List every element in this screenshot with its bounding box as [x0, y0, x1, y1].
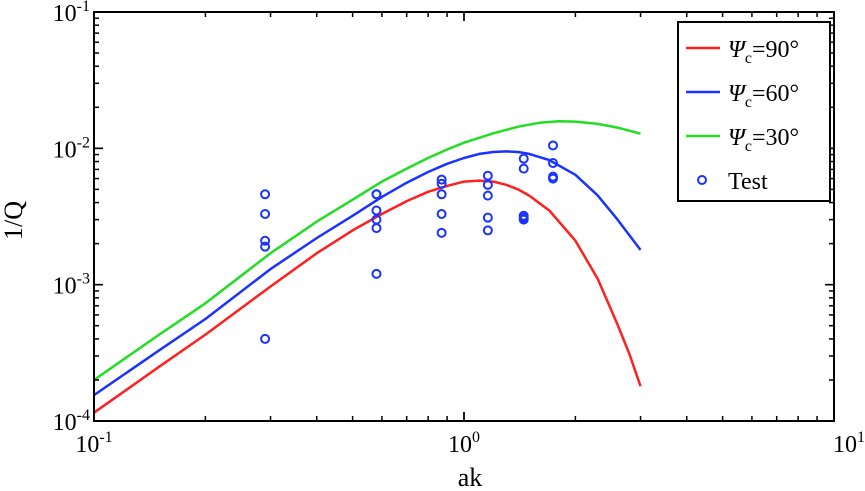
x-axis-label: ak [458, 463, 483, 491]
plot-area [93, 11, 835, 422]
x-tick-label: 100 [448, 429, 480, 458]
test-point [436, 178, 447, 189]
legend-label: Ψc=90° [728, 37, 799, 67]
ticks-layer [93, 11, 835, 422]
test-point [436, 227, 447, 238]
test-point [436, 174, 447, 185]
test-point [260, 333, 271, 344]
x-tick-label: 101 [833, 429, 865, 458]
test-point [260, 208, 271, 219]
series-line-0 [93, 179, 642, 414]
test-point [371, 268, 382, 279]
test-point [260, 189, 271, 200]
test-point [518, 214, 529, 225]
test-point [482, 225, 493, 236]
tick-labels: 10-1 100 101 10-4 10-3 10-2 10-1 [53, 0, 865, 458]
test-point [371, 189, 382, 200]
legend-label: Ψc=60° [728, 81, 799, 111]
test-point [371, 223, 382, 234]
test-point [260, 235, 271, 246]
test-point [436, 189, 447, 200]
test-point [436, 208, 447, 219]
test-point [482, 190, 493, 201]
test-point [548, 158, 559, 169]
series-layer [93, 119, 642, 414]
legend-label: Ψc=30° [728, 125, 799, 155]
y-tick-label: 10-2 [53, 134, 90, 163]
legend-marker-swatch [697, 175, 707, 185]
test-point [548, 140, 559, 151]
y-axis-label: 1/Q [0, 201, 28, 240]
y-tick-label: 10-1 [53, 0, 90, 27]
y-tick-label: 10-4 [53, 407, 90, 436]
y-tick-label: 10-3 [53, 271, 90, 300]
test-point [482, 212, 493, 223]
legend-label: Test [728, 169, 768, 195]
series-line-2 [93, 119, 641, 382]
test-point [482, 179, 493, 190]
test-point [371, 205, 382, 216]
test-point [548, 173, 559, 184]
series-line-1 [93, 150, 642, 397]
test-point [518, 153, 529, 164]
test-point [260, 241, 271, 252]
legend-box [677, 21, 831, 202]
test-point [482, 170, 493, 181]
legend: Ψc=90° Ψc=60° Ψc=30° Test [677, 21, 831, 202]
x-tick-label: 10-1 [75, 429, 112, 458]
test-point [518, 163, 529, 174]
